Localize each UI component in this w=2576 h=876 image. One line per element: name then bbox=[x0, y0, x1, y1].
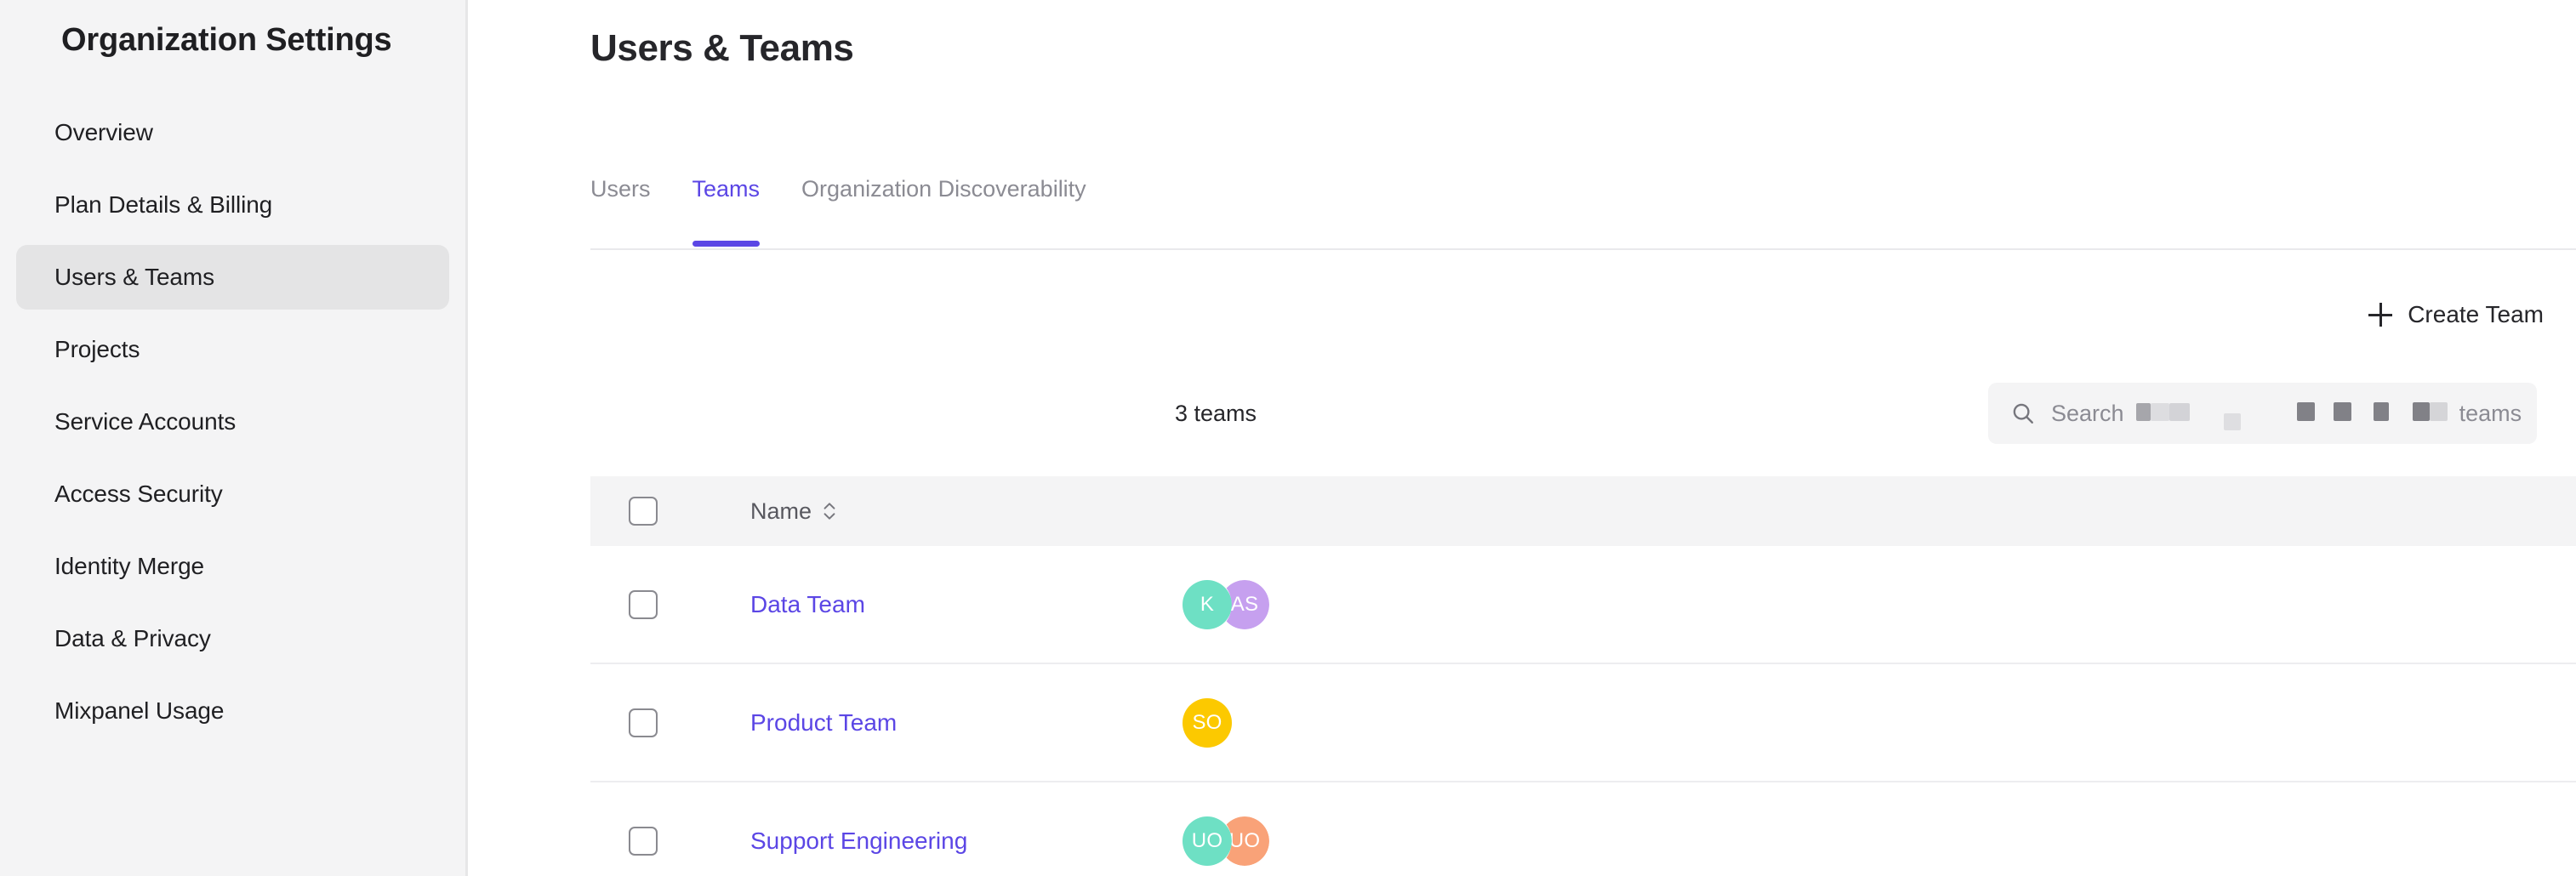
sidebar-item-users-teams[interactable]: Users & Teams bbox=[16, 245, 449, 310]
redacted-block bbox=[2296, 401, 2315, 421]
row-checkbox[interactable] bbox=[629, 826, 658, 856]
avatar[interactable]: UO bbox=[1220, 816, 1269, 866]
tab-bar: Users Teams Organization Discoverability bbox=[590, 170, 2576, 250]
sidebar-item-mixpanel-usage[interactable]: Mixpanel Usage bbox=[16, 679, 449, 743]
tab-label: Users bbox=[590, 176, 651, 202]
redacted-block bbox=[2373, 401, 2389, 421]
row-name-cell: Support Engineering bbox=[694, 828, 1171, 855]
search-icon bbox=[2010, 401, 2036, 426]
team-name-link[interactable]: Data Team bbox=[750, 590, 865, 617]
sidebar-item-service-accounts[interactable]: Service Accounts bbox=[16, 390, 449, 454]
row-members-cell: UO UO bbox=[1171, 816, 2576, 866]
redacted-block bbox=[2412, 401, 2430, 421]
avatar[interactable]: SO bbox=[1183, 697, 1232, 748]
sidebar-item-access-security[interactable]: Access Security bbox=[16, 462, 449, 526]
row-members-cell: K AS bbox=[1171, 579, 2576, 629]
sidebar-item-projects[interactable]: Projects bbox=[16, 317, 449, 382]
tab-label: Teams bbox=[692, 176, 761, 202]
sidebar-item-label: Service Accounts bbox=[54, 408, 237, 435]
search-placeholder-suffix: teams bbox=[2459, 400, 2522, 426]
sidebar-nav: Overview Plan Details & Billing Users & … bbox=[0, 100, 465, 751]
sort-chevrons-icon[interactable] bbox=[823, 501, 836, 521]
column-header-label: Name bbox=[750, 498, 812, 524]
avatar[interactable]: AS bbox=[1220, 579, 1269, 629]
avatar-stack: SO bbox=[1183, 697, 1232, 748]
table-header-row: Name bbox=[590, 476, 2576, 546]
team-name-link[interactable]: Support Engineering bbox=[750, 827, 968, 854]
team-name-link[interactable]: Product Team bbox=[750, 708, 898, 736]
redacted-block bbox=[2169, 402, 2190, 421]
redacted-block bbox=[2150, 402, 2169, 421]
sidebar-item-overview[interactable]: Overview bbox=[16, 100, 449, 165]
plus-icon bbox=[2368, 303, 2393, 327]
table-row[interactable]: Product Team SO bbox=[590, 664, 2576, 782]
sidebar-item-label: Mixpanel Usage bbox=[54, 697, 225, 724]
search-input[interactable]: Search teams bbox=[1988, 383, 2537, 444]
sidebar-item-label: Access Security bbox=[54, 481, 223, 507]
redacted-block bbox=[2135, 402, 2151, 421]
teams-table: Name Data Team bbox=[590, 476, 2576, 876]
sidebar: Organization Settings Overview Plan Deta… bbox=[0, 0, 468, 876]
table-row[interactable]: Support Engineering UO UO bbox=[590, 782, 2576, 876]
sidebar-item-plan-details-billing[interactable]: Plan Details & Billing bbox=[16, 173, 449, 237]
sidebar-item-label: Identity Merge bbox=[54, 553, 205, 579]
redacted-block bbox=[2333, 401, 2351, 421]
tab-users[interactable]: Users bbox=[590, 170, 651, 247]
row-checkbox[interactable] bbox=[629, 589, 658, 619]
table-row[interactable]: Data Team K AS bbox=[590, 546, 2576, 664]
sidebar-title: Organization Settings bbox=[61, 22, 392, 58]
main-content: Users & Teams Users Teams Organization D… bbox=[468, 0, 2576, 876]
avatar-stack: UO UO bbox=[1183, 816, 1269, 866]
sidebar-item-label: Users & Teams bbox=[54, 264, 215, 290]
tab-teams[interactable]: Teams bbox=[692, 170, 761, 247]
select-all-cell bbox=[590, 497, 694, 526]
create-team-button[interactable]: Create Team bbox=[2362, 296, 2550, 333]
sidebar-item-label: Data & Privacy bbox=[54, 625, 211, 651]
tab-organization-discoverability[interactable]: Organization Discoverability bbox=[801, 170, 1086, 247]
sidebar-item-label: Projects bbox=[54, 336, 140, 362]
row-members-cell: SO bbox=[1171, 697, 2576, 748]
row-select-cell bbox=[590, 708, 694, 737]
sidebar-item-identity-merge[interactable]: Identity Merge bbox=[16, 534, 449, 599]
sidebar-item-label: Overview bbox=[54, 119, 153, 145]
tab-label: Organization Discoverability bbox=[801, 176, 1086, 202]
redacted-block bbox=[2429, 401, 2448, 421]
row-checkbox[interactable] bbox=[629, 708, 658, 737]
row-name-cell: Product Team bbox=[694, 709, 1171, 737]
sidebar-item-data-privacy[interactable]: Data & Privacy bbox=[16, 606, 449, 671]
row-select-cell bbox=[590, 826, 694, 856]
sidebar-item-label: Plan Details & Billing bbox=[54, 191, 273, 218]
search-placeholder-prefix: Search bbox=[2051, 400, 2124, 426]
create-team-label: Create Team bbox=[2408, 301, 2544, 327]
select-all-checkbox[interactable] bbox=[629, 497, 658, 526]
team-count: 3 teams bbox=[1175, 400, 1257, 426]
row-select-cell bbox=[590, 589, 694, 619]
table-toolbar: 3 teams Search bbox=[590, 383, 2537, 444]
redacted-block bbox=[2223, 412, 2241, 430]
page-title: Users & Teams bbox=[590, 27, 854, 69]
search-placeholder-text: Search teams bbox=[2051, 400, 2522, 430]
row-name-cell: Data Team bbox=[694, 591, 1171, 618]
avatar-stack: K AS bbox=[1183, 579, 1269, 629]
column-header-name[interactable]: Name bbox=[694, 498, 1171, 525]
